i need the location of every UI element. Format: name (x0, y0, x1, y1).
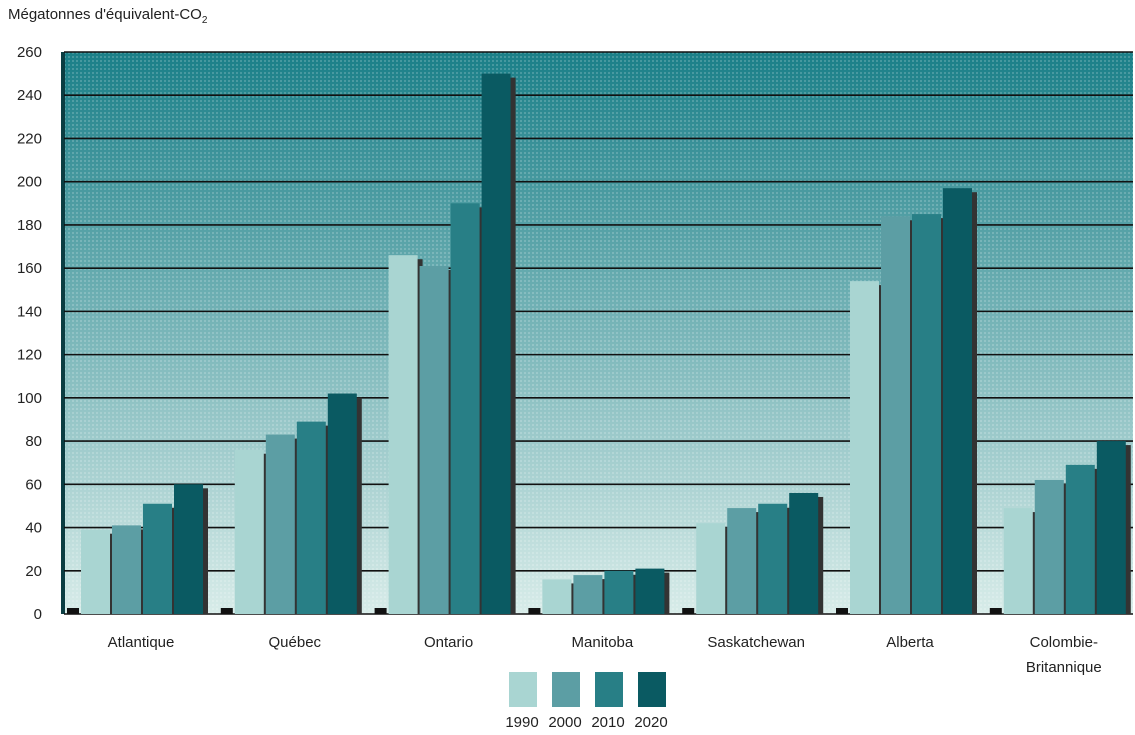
bar (388, 255, 418, 614)
bar (143, 503, 172, 614)
bar (81, 529, 110, 614)
legend-swatch (638, 672, 666, 707)
y-tick-label: 260 (17, 44, 42, 61)
bar (1003, 508, 1033, 614)
bar (635, 568, 665, 614)
bar-shadow (509, 77, 516, 615)
bar (789, 492, 819, 614)
baseline-marker (374, 608, 387, 614)
bar (727, 508, 757, 614)
bar (881, 216, 910, 614)
bar (542, 579, 572, 614)
bar (1034, 479, 1064, 614)
baseline-marker (682, 608, 695, 614)
x-axis-labels: Atlantique Québec Ontario Manitoba Saskatche… (108, 634, 1102, 676)
baseline-marker (836, 608, 848, 614)
bar (573, 575, 603, 614)
x-tick-label: Alberta (886, 634, 934, 651)
bar (327, 393, 357, 614)
baseline-marker (67, 608, 79, 614)
x-tick-label: Ontario (424, 634, 473, 651)
bar (112, 525, 141, 614)
bar (1096, 441, 1126, 614)
y-tick-label: 200 (17, 174, 42, 191)
bar (943, 188, 972, 614)
bars (67, 73, 1131, 615)
y-tick-label: 160 (17, 260, 42, 277)
bar-shadow (663, 572, 670, 614)
bar (850, 281, 879, 614)
legend: 1990 2000 2010 2020 (505, 672, 668, 731)
y-tick-label: 100 (17, 390, 42, 407)
bar-shadow (202, 488, 208, 614)
bar (174, 484, 203, 614)
y-tick-label: 180 (17, 217, 42, 234)
bar (758, 503, 788, 614)
y-tick-label: 20 (25, 563, 42, 580)
bar (1065, 464, 1095, 614)
y-tick-label: 240 (17, 87, 42, 104)
y-tick-label: 140 (17, 303, 42, 320)
bar (234, 449, 264, 614)
bar-shadow (971, 192, 977, 614)
legend-label: 2020 (634, 714, 667, 731)
bar (265, 434, 295, 614)
plot-left-edge (61, 52, 65, 614)
baseline-marker (989, 608, 1002, 614)
y-tick-label: 60 (25, 476, 42, 493)
x-tick-label: Atlantique (108, 634, 175, 651)
x-tick-label: Québec (269, 634, 322, 651)
x-tick-label: Colombie-Britannique (1026, 634, 1102, 676)
bar (912, 214, 941, 614)
bar-shadow (355, 397, 362, 614)
legend-swatch (595, 672, 623, 707)
y-axis-ticks: 0 20 40 60 80 100 120 140 160 180 200 220 240 260 (17, 44, 42, 623)
bar (419, 265, 449, 614)
legend-label: 2010 (591, 714, 624, 731)
legend-label: 2000 (548, 714, 581, 731)
y-tick-label: 220 (17, 130, 42, 147)
x-tick-label: Saskatchewan (707, 634, 805, 651)
baseline-marker (220, 608, 233, 614)
legend-swatch (552, 672, 580, 707)
y-tick-label: 80 (25, 433, 42, 450)
bar (604, 570, 634, 614)
y-tick-label: 120 (17, 347, 42, 364)
bar (481, 73, 511, 615)
bar (450, 203, 480, 615)
bar (696, 523, 726, 614)
bar (296, 421, 326, 614)
y-axis-unit-label: Mégatonnes d'équivalent-CO2 (8, 6, 208, 26)
legend-label: 1990 (505, 714, 538, 731)
x-tick-label: Manitoba (572, 634, 634, 651)
y-tick-label: 40 (25, 520, 42, 537)
y-tick-label: 0 (34, 606, 42, 623)
baseline-marker (528, 608, 541, 614)
legend-swatch (509, 672, 537, 707)
bar-shadow (1124, 445, 1131, 614)
bar-shadow (817, 496, 824, 614)
